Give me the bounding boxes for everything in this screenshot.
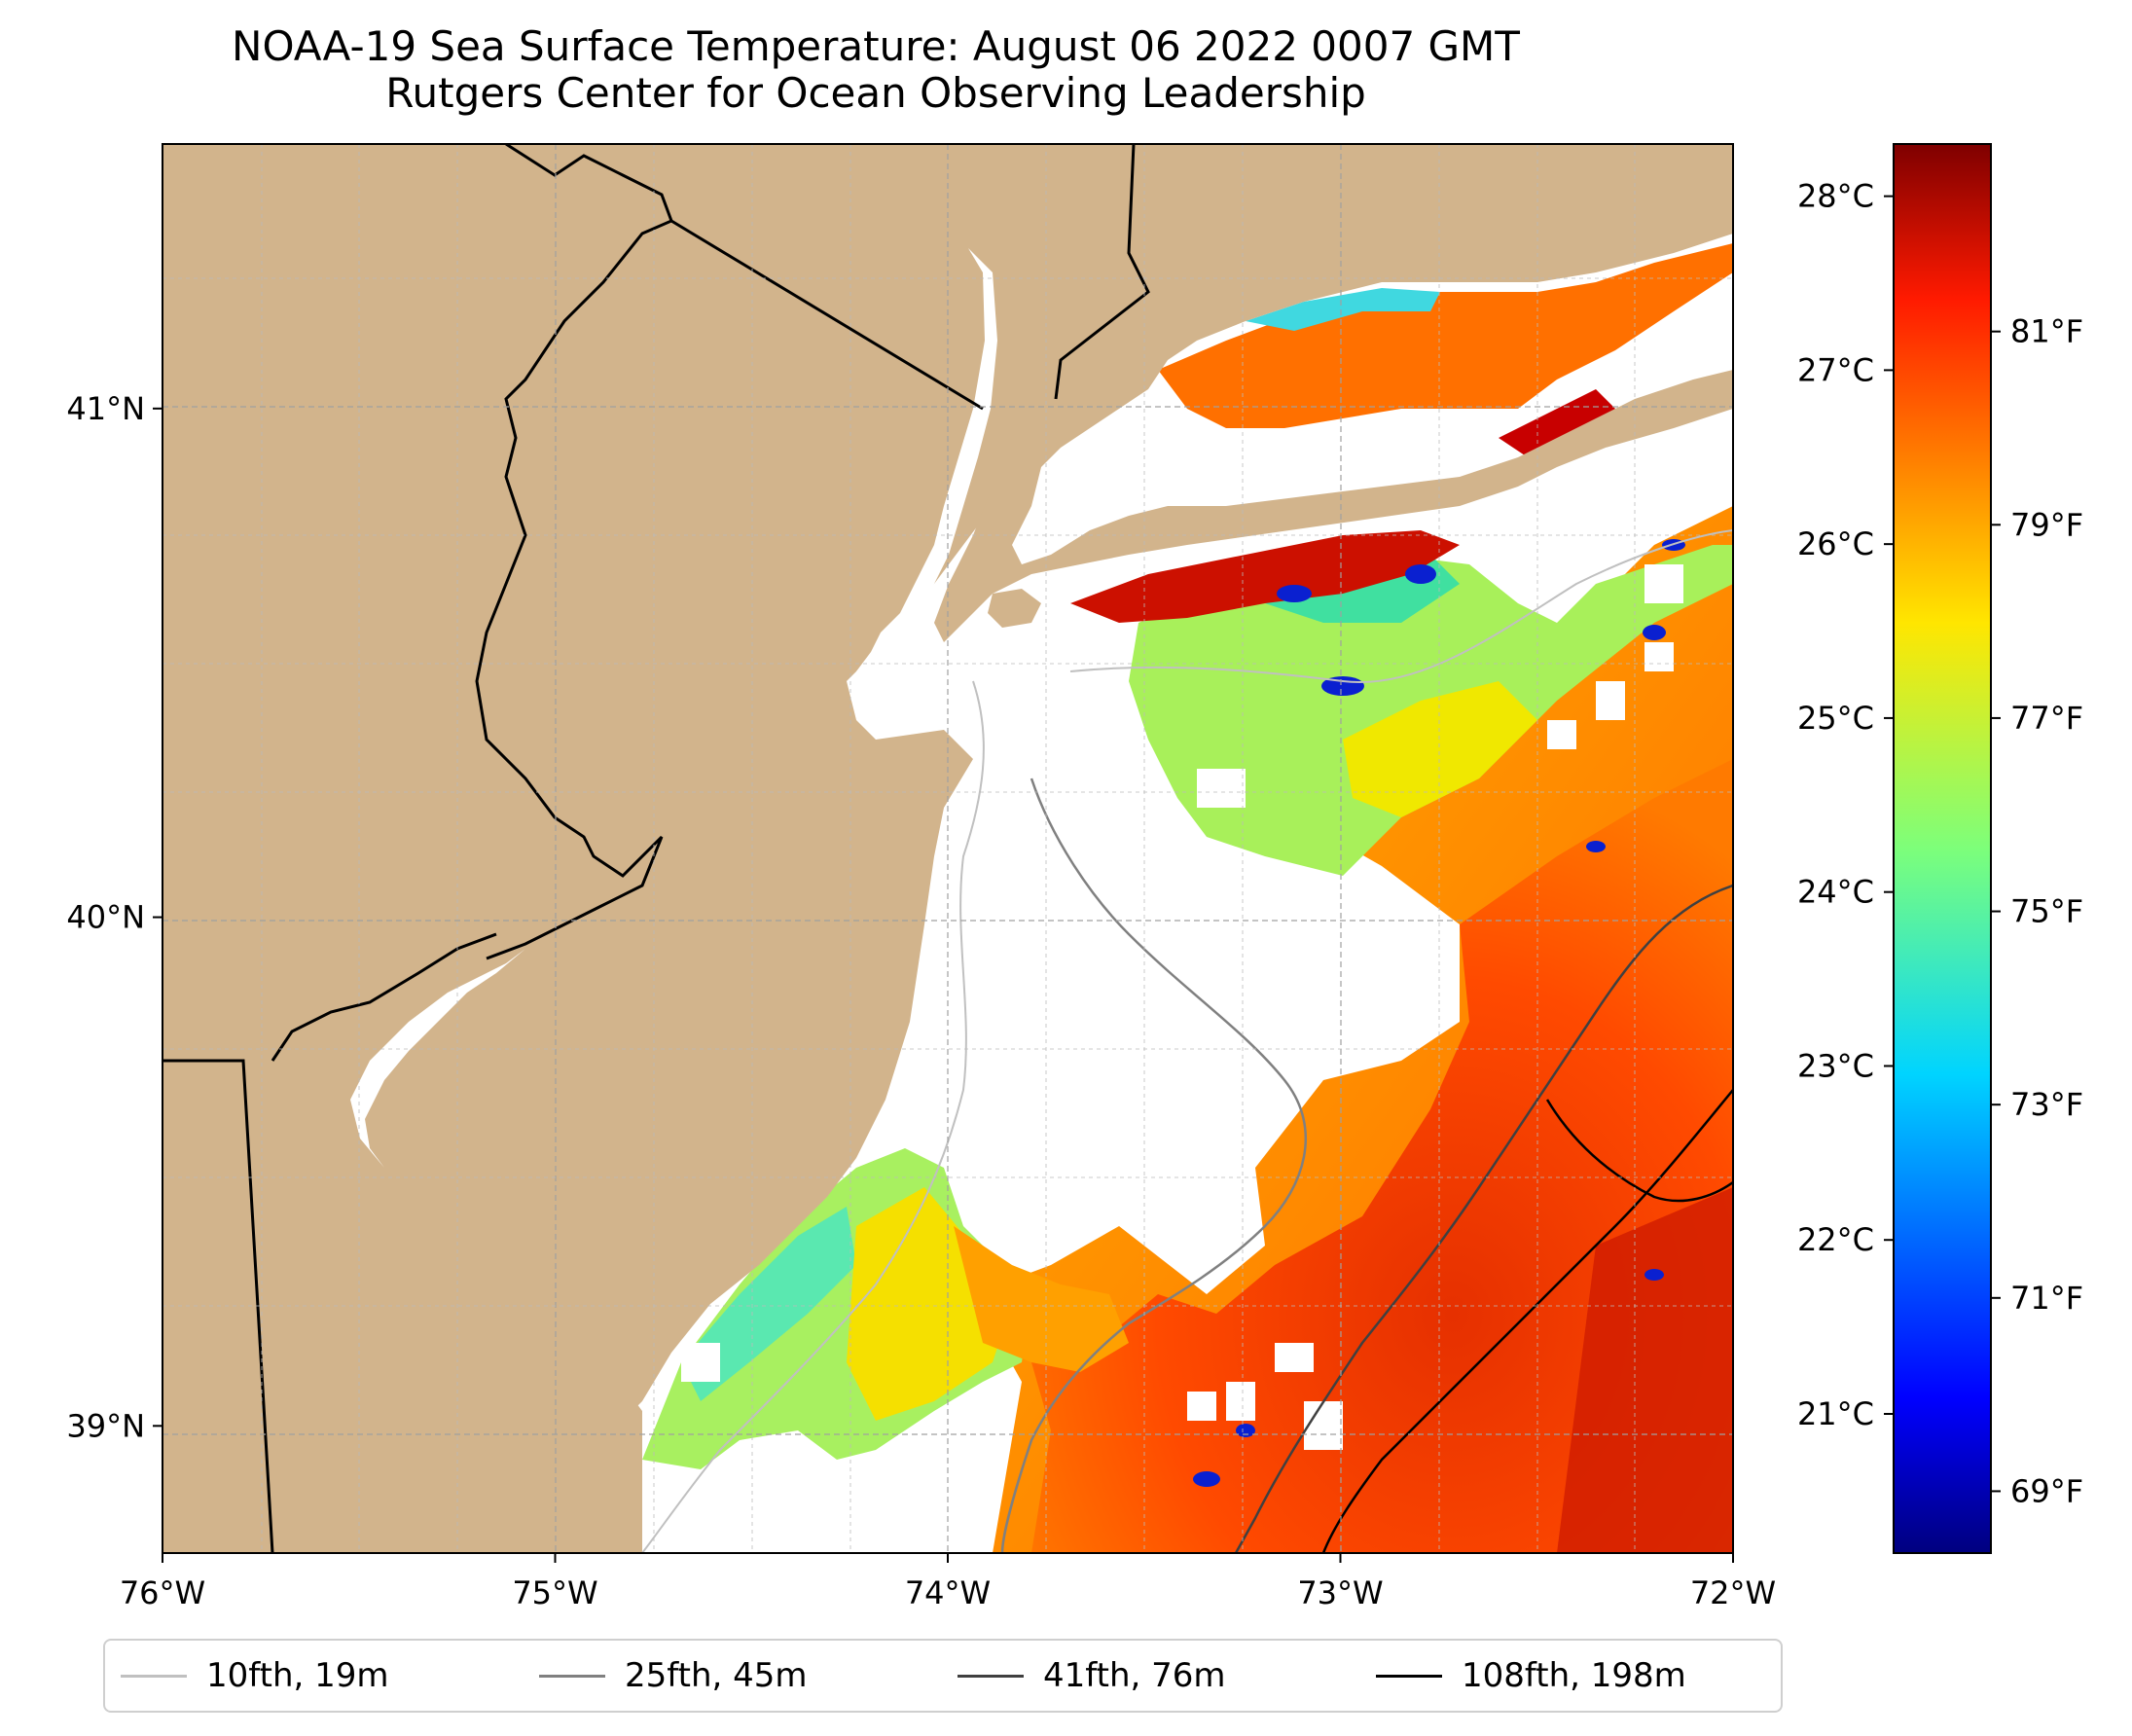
cbar-c-label-0: 28°C [1797, 178, 1874, 215]
legend-swatch-10fth [121, 1674, 187, 1678]
cbar-c-label-4: 24°C [1797, 874, 1874, 911]
legend-item-41fth: 41fth, 76m [958, 1641, 1226, 1711]
sst-darkred-corner [1557, 1187, 1733, 1553]
land-delmarva [163, 1012, 428, 1553]
land-new-york-long-island [934, 144, 1733, 642]
sst-offshore-red [1031, 759, 1733, 1553]
sst-li-south-shore [1070, 530, 1460, 623]
border-ny-pa [475, 144, 673, 960]
water-delaware-river-channel [350, 949, 525, 1168]
cbar-f-label-0: 81°F [2010, 313, 2083, 350]
sst-south-shelf-orange [954, 1226, 1129, 1372]
land-staten-island [988, 589, 1041, 628]
y-tick-label-0: 41°N [66, 390, 145, 427]
x-tick-label-3: 73°W [1297, 1574, 1383, 1611]
sst-data-layer [394, 243, 1733, 1553]
cbar-c-label-7: 21°C [1797, 1395, 1874, 1432]
cbar-c-label-1: 27°C [1797, 351, 1874, 388]
cbar-f-label-3: 75°F [2010, 893, 2083, 930]
legend-item-10fth: 10fth, 19m [121, 1641, 389, 1711]
colorbar-celsius-axis: 28°C 27°C 26°C 25°C 24°C 23°C 22°C 21°C [1797, 178, 1894, 1432]
legend-label-41fth: 41fth, 76m [1043, 1656, 1226, 1695]
sst-long-island-sound [1158, 243, 1733, 428]
legend-label-10fth: 10fth, 19m [206, 1656, 389, 1695]
x-tick-label-0: 76°W [120, 1574, 205, 1611]
y-tick-label-2: 39°N [66, 1407, 145, 1444]
legend-swatch-41fth [958, 1674, 1024, 1678]
y-axis: 41°N 40°N 39°N [66, 390, 163, 1444]
sst-south-shelf-cyan [681, 1207, 856, 1401]
cbar-c-label-3: 25°C [1797, 700, 1874, 737]
legend-swatch-25fth [539, 1674, 605, 1678]
cbar-f-label-6: 69°F [2010, 1472, 2083, 1509]
map-title-line1: NOAA-19 Sea Surface Temperature: August … [232, 22, 1520, 70]
water-hudson-channel [856, 248, 997, 681]
cbar-c-label-2: 26°C [1797, 525, 1874, 562]
x-tick-label-1: 75°W [512, 1574, 597, 1611]
legend-swatch-108fth [1376, 1674, 1442, 1678]
cbar-f-label-4: 73°F [2010, 1086, 2083, 1123]
coastline-borders [163, 144, 1150, 1553]
x-tick-label-2: 74°W [905, 1574, 991, 1611]
sst-lis-cyan-edge [1246, 288, 1440, 331]
cbar-c-label-6: 22°C [1797, 1221, 1874, 1258]
cbar-c-label-5: 23°C [1797, 1047, 1874, 1084]
map-title-line2: Rutgers Center for Ocean Observing Leade… [385, 69, 1366, 117]
cbar-f-label-2: 77°F [2010, 700, 2083, 737]
border-ny-ct [1054, 144, 1150, 400]
legend-item-25fth: 25fth, 45m [539, 1641, 808, 1711]
legend-item-108fth: 108fth, 198m [1376, 1641, 1686, 1711]
sst-cold-pockets [1193, 539, 1685, 1487]
contour-10fth [641, 529, 1733, 1553]
border-de-md [163, 1059, 274, 1553]
sst-cloud-gaps [681, 564, 1683, 1450]
y-tick-label-1: 40°N [66, 899, 145, 936]
bathymetry-contours [641, 529, 1733, 1553]
contour-108fth [1321, 1089, 1733, 1553]
border-ny-nj [670, 219, 984, 411]
colorbar-fahrenheit-axis: 81°F 79°F 77°F 75°F 73°F 71°F 69°F [1991, 313, 2083, 1509]
land-layer [163, 144, 1733, 1553]
contour-legend: 10fth, 19m 25fth, 45m 41fth, 76m 108fth,… [103, 1639, 1783, 1713]
colorbar [1893, 143, 1992, 1554]
x-tick-label-4: 72°W [1690, 1574, 1776, 1611]
cbar-f-label-1: 79°F [2010, 506, 2083, 543]
graticule [163, 144, 1733, 1553]
map-panel [163, 144, 1733, 1553]
contour-25fth [1000, 778, 1307, 1553]
minor-graticule [163, 144, 1733, 1553]
land-pennsylvania-new-jersey [163, 144, 1061, 1553]
cbar-f-label-5: 71°F [2010, 1280, 2083, 1317]
legend-label-25fth: 25fth, 45m [625, 1656, 808, 1695]
inner-waters [350, 248, 997, 1168]
legend-label-108fth: 108fth, 198m [1462, 1656, 1686, 1695]
sst-shelf-yellow [1343, 681, 1537, 817]
x-axis: 76°W 75°W 74°W 73°W 72°W [120, 1553, 1776, 1611]
contour-41fth [1234, 884, 1733, 1553]
